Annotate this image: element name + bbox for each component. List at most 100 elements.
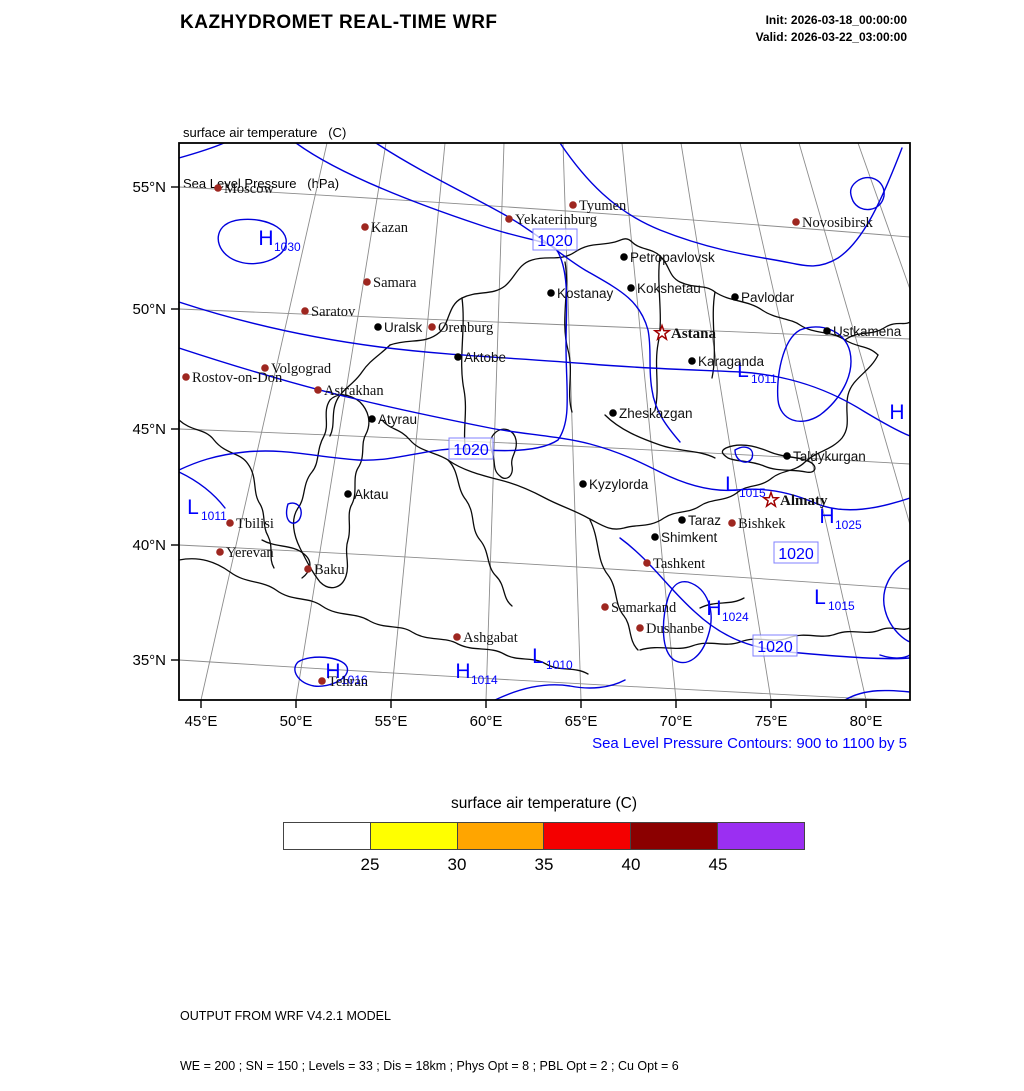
- city-dot: [569, 201, 577, 209]
- city-label: Moscow: [224, 181, 274, 197]
- city-label: Bishkek: [738, 516, 786, 532]
- footer-line1: OUTPUT FROM WRF V4.2.1 MODEL: [180, 1009, 391, 1023]
- city-label: Atyrau: [378, 412, 417, 427]
- pressure-center-value: 1030: [274, 240, 301, 254]
- city-dot: [214, 184, 222, 192]
- pressure-contour-line: [494, 679, 626, 700]
- city-label: Aktobe: [464, 350, 506, 365]
- pressure-contour-line: [879, 654, 910, 659]
- page-title: KAZHYDROMET REAL-TIME WRF: [180, 12, 498, 33]
- pressure-contour-line: [179, 347, 910, 511]
- city-label: Tashkent: [653, 556, 705, 572]
- city-dot: [368, 415, 376, 423]
- city-label: Volgograd: [271, 361, 332, 377]
- footer-line2: WE = 200 ; SN = 150 ; Levels = 33 ; Dis …: [180, 1058, 679, 1073]
- border-line: [711, 291, 716, 379]
- border-line: [461, 297, 467, 453]
- pressure-contour-line: [217, 218, 287, 265]
- pressure-center-value: 1011: [201, 509, 227, 523]
- pressure-center-value: 1015: [828, 599, 855, 613]
- city-dot: [728, 519, 736, 527]
- contour-label-box: [752, 634, 798, 657]
- city-dot: [226, 519, 234, 527]
- city-label: Tbilisi: [236, 516, 274, 532]
- city-label: Kokshetau: [637, 281, 701, 296]
- city-dot: [216, 548, 224, 556]
- city-dot: [688, 357, 696, 365]
- city-dot: [453, 633, 461, 641]
- city-dot: [505, 215, 513, 223]
- graticule-meridian: [485, 143, 505, 700]
- city-label: Pavlodar: [741, 290, 795, 305]
- border-line: [604, 414, 716, 459]
- city-label: Ustkamena: [833, 324, 902, 339]
- pressure-contour-line: [662, 580, 712, 664]
- city-label: Uralsk: [384, 320, 423, 335]
- contour-label: 1020: [537, 233, 573, 250]
- border-line: [721, 444, 816, 473]
- city-label: Taldykurgan: [793, 449, 866, 464]
- pressure-contour-line: [734, 446, 754, 463]
- colorbar-segment: [631, 822, 719, 850]
- city-dot: [678, 516, 686, 524]
- contour-label-box: [448, 437, 494, 460]
- city-label: Shimkent: [661, 530, 718, 545]
- pressure-center-value: 1011: [751, 372, 777, 386]
- city-label: Almaty: [780, 493, 828, 509]
- pressure-contour-line: [285, 502, 302, 524]
- pressure-center-symbol: L: [725, 473, 737, 496]
- pressure-contour-line: [375, 143, 681, 443]
- border-line: [447, 459, 513, 607]
- city-label: Karaganda: [698, 354, 765, 369]
- graticule-meridian: [390, 143, 446, 700]
- pressure-center-value: 1024: [722, 610, 749, 624]
- x-axis-tick-label: 80°E: [850, 713, 883, 730]
- city-dot: [609, 409, 617, 417]
- border-line: [389, 238, 879, 356]
- city-label: Samarkand: [611, 600, 677, 616]
- colorbar-title: surface air temperature (C): [450, 795, 638, 812]
- city-label: Ashgabat: [463, 630, 518, 646]
- city-label: Rostov-on-Don: [192, 370, 283, 386]
- x-axis-tick-label: 45°E: [185, 713, 218, 730]
- city-label: Astrakhan: [324, 383, 384, 399]
- run-info: Init: 2026-03-18_00:00:00 Valid: 2026-03…: [756, 12, 907, 46]
- city-label: Dushanbe: [646, 621, 704, 637]
- graticule-parallel: [179, 544, 910, 590]
- border-line: [654, 255, 661, 411]
- city-dot: [301, 307, 309, 315]
- colorbar-segment: [457, 822, 545, 850]
- city-label: Astana: [671, 326, 717, 342]
- contour-label-box: [532, 228, 578, 251]
- contour-label: 1020: [757, 639, 793, 656]
- x-axis-tick-label: 75°E: [755, 713, 788, 730]
- city-label: Saratov: [311, 304, 356, 320]
- pressure-center-value: 1010: [546, 658, 573, 672]
- city-label: Petropavlovsk: [630, 250, 715, 265]
- pressure-contour-line: [883, 559, 910, 643]
- city-dot: [261, 364, 269, 372]
- city-label: Kostanay: [557, 286, 614, 301]
- colorbar-segment: [544, 822, 632, 850]
- city-dot: [363, 278, 371, 286]
- pressure-center-symbol: H: [325, 660, 340, 683]
- city-dot: [304, 565, 312, 573]
- pressure-contour-line: [294, 656, 349, 687]
- pressure-center-symbol: H: [819, 505, 834, 528]
- colorbar-segment: [283, 822, 371, 850]
- colorbar-tick-label: 30: [447, 855, 467, 874]
- city-dot: [318, 677, 326, 685]
- field-labels: surface air temperature (C) Sea Level Pr…: [183, 90, 346, 209]
- graticule-meridian: [295, 143, 387, 700]
- pressure-center-symbol: L: [187, 496, 199, 519]
- pressure-contour-line: [179, 143, 225, 159]
- pressure-center-symbol: L: [532, 645, 544, 668]
- city-label: Baku: [314, 562, 345, 578]
- city-label: Zheskazgan: [619, 406, 693, 421]
- valid-time: Valid: 2026-03-22_03:00:00: [755, 30, 907, 44]
- pressure-center-symbol: L: [814, 586, 826, 609]
- city-dot: [361, 223, 369, 231]
- city-dot: [344, 490, 352, 498]
- city-dot: [783, 452, 791, 460]
